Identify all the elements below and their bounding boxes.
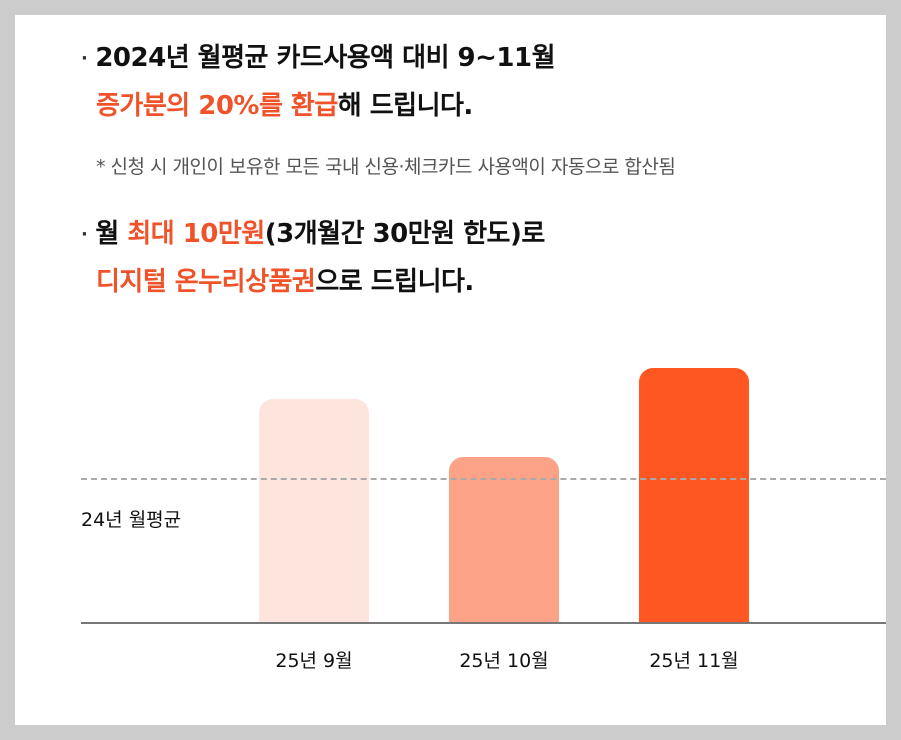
heading1-line1: · 2024년 월평균 카드사용액 대비 9~11월 xyxy=(81,37,556,74)
heading1-text: 2024년 월평균 카드사용액 대비 9~11월 xyxy=(95,43,556,73)
heading2-line1: · 월 최대 10만원(3개월간 30만원 한도)로 xyxy=(81,213,545,250)
heading1-line2: 증가분의 20%를 환급해 드립니다. xyxy=(96,85,473,122)
bullet-icon: · xyxy=(81,224,88,245)
heading2-pre: 월 xyxy=(95,219,128,249)
promo-card: · 2024년 월평균 카드사용액 대비 9~11월 증가분의 20%를 환급해 … xyxy=(15,15,886,725)
heading1-line2-rest: 해 드립니다. xyxy=(337,91,474,121)
max-amount-highlight: 최대 10만원 xyxy=(127,219,265,249)
bullet-icon: · xyxy=(81,48,88,69)
baseline-average-line xyxy=(81,477,886,480)
bar-nov xyxy=(639,367,749,622)
baseline-average-label: 24년 월평균 xyxy=(81,509,182,531)
footnote: * 신청 시 개인이 보유한 모든 국내 신용·체크카드 사용액이 자동으로 합… xyxy=(96,156,676,178)
bar-oct xyxy=(449,456,559,622)
voucher-highlight: 디지털 온누리상품권 xyxy=(96,267,316,297)
x-tick-label: 25년 11월 xyxy=(649,650,739,672)
heading2-line1-rest: (3개월간 30만원 한도)로 xyxy=(264,219,546,249)
x-tick-label: 25년 10월 xyxy=(459,650,549,672)
refund-highlight: 증가분의 20%를 환급 xyxy=(96,91,338,121)
heading2-line2-rest: 으로 드립니다. xyxy=(315,267,474,297)
bar-sep xyxy=(259,399,369,622)
x-axis-line xyxy=(81,622,886,624)
x-tick-label: 25년 9월 xyxy=(275,650,353,672)
heading2-line2: 디지털 온누리상품권으로 드립니다. xyxy=(96,261,474,298)
